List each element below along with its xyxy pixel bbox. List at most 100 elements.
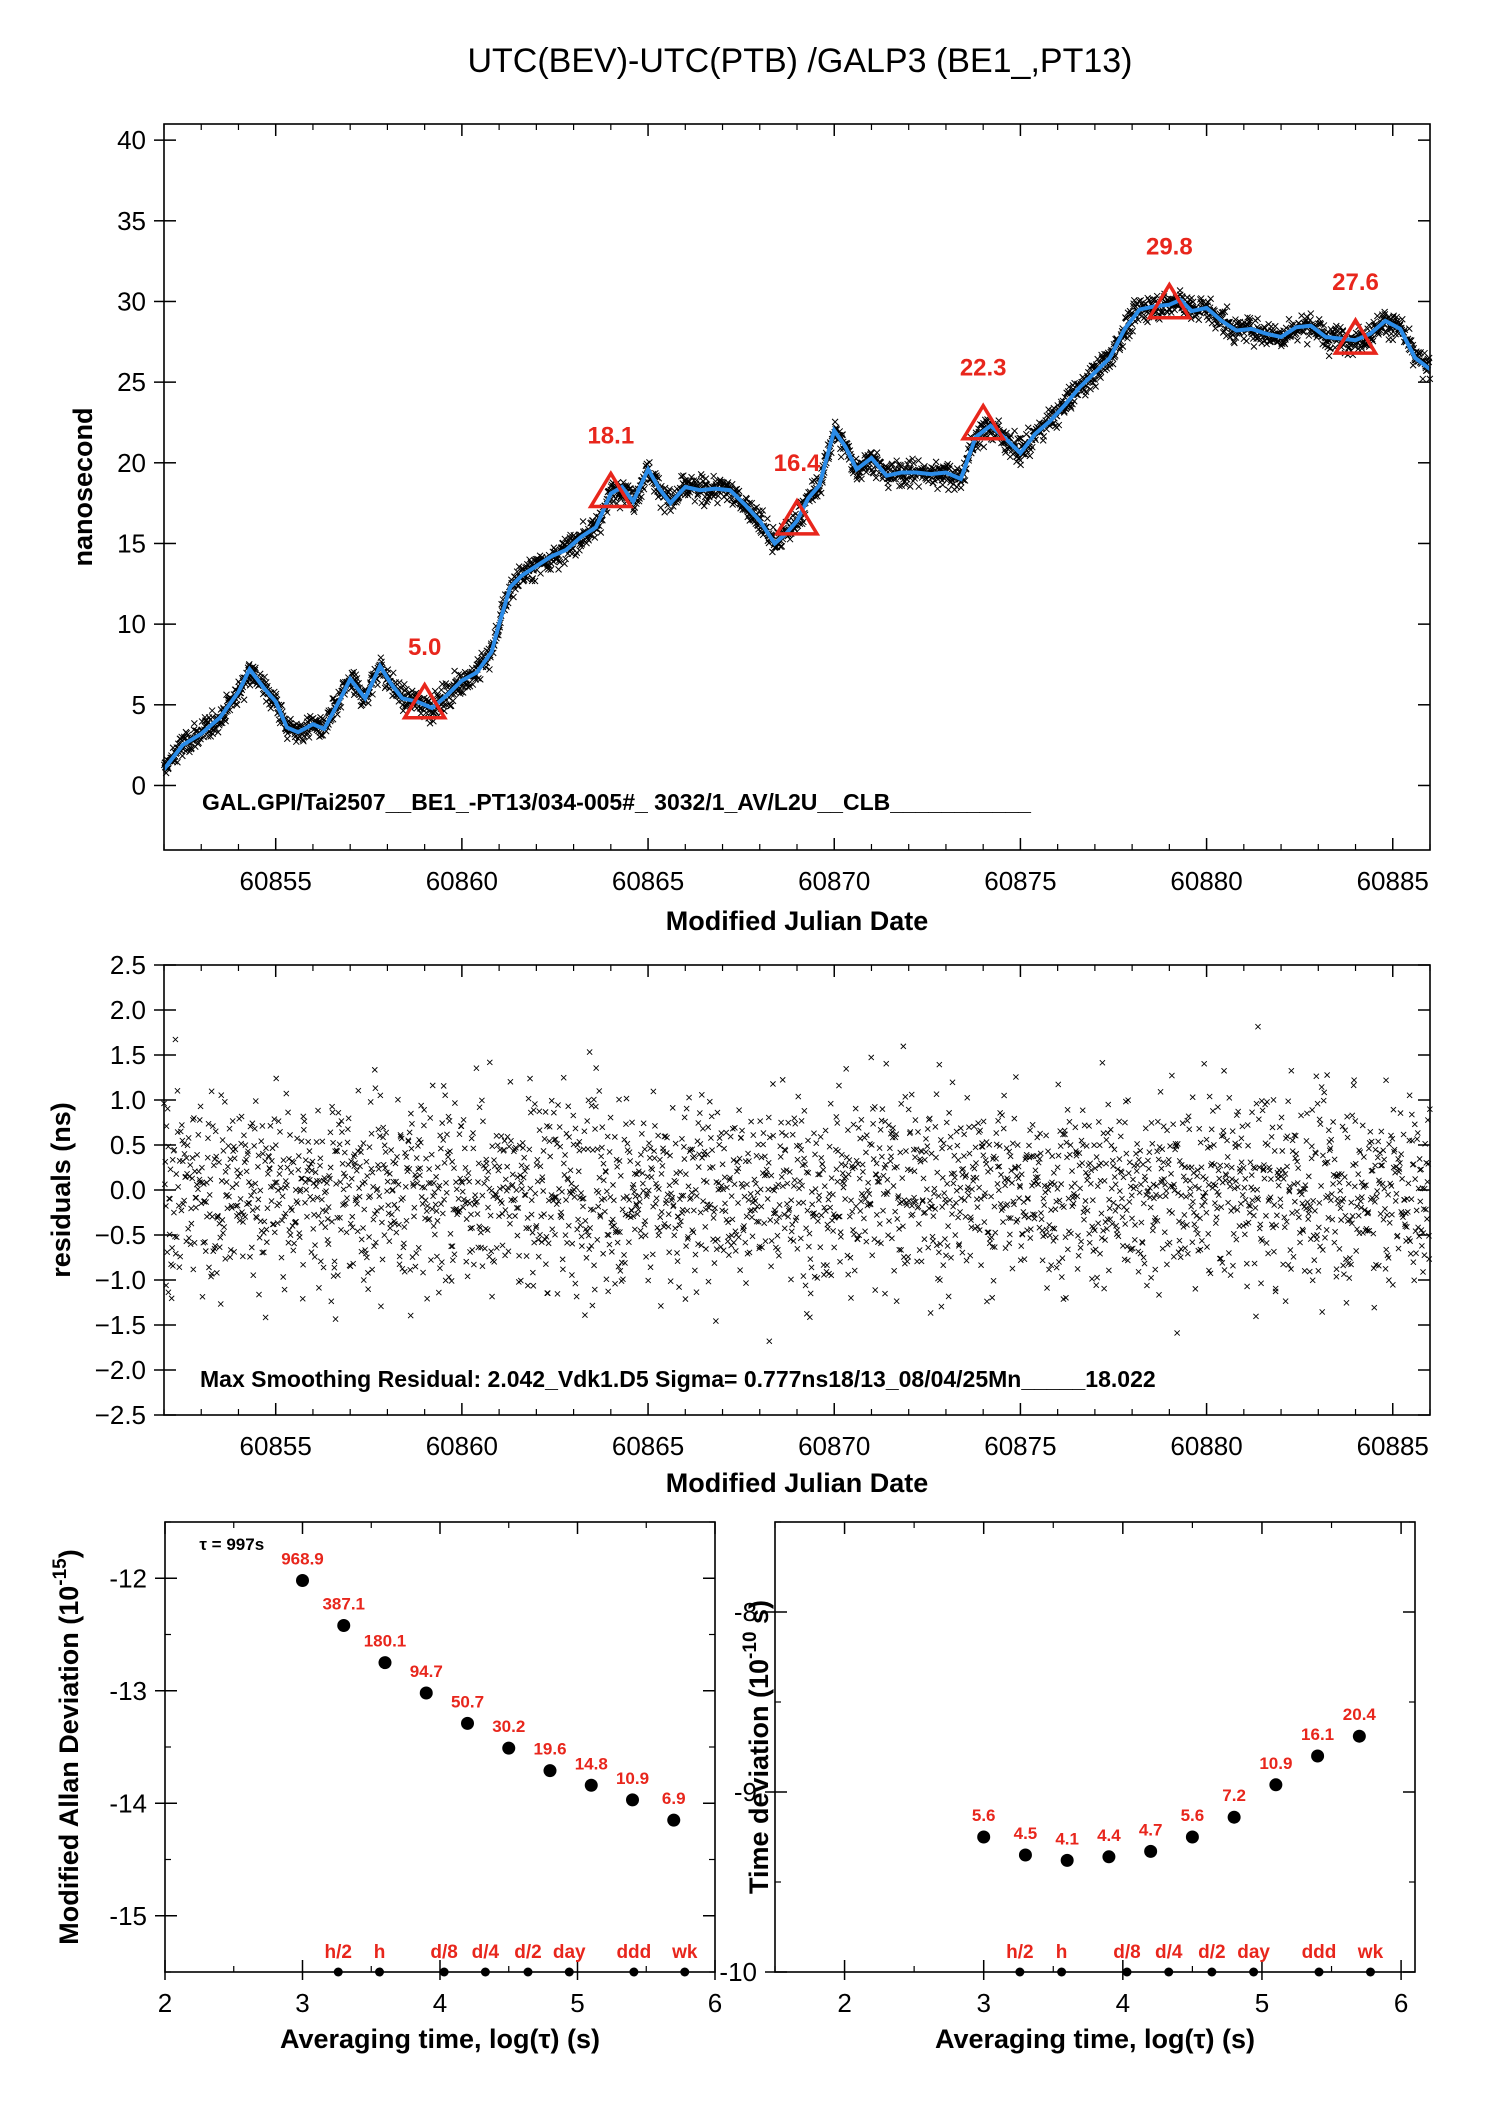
data-cross [1205, 1182, 1212, 1188]
data-cross [478, 1244, 484, 1251]
data-cross [314, 1194, 321, 1201]
data-cross [904, 1258, 911, 1265]
data-cross [863, 1132, 870, 1139]
data-cross [1036, 1156, 1043, 1162]
data-cross [1233, 1236, 1240, 1243]
data-cross [431, 1231, 438, 1238]
data-cross [710, 1215, 717, 1221]
data-cross [1028, 1153, 1035, 1160]
data-cross [635, 497, 643, 505]
data-cross [863, 1149, 869, 1156]
data-cross [507, 1078, 514, 1085]
data-cross [888, 1235, 895, 1242]
data-cross [1083, 1143, 1090, 1149]
data-cross [1118, 1169, 1125, 1176]
data-cross [494, 1195, 501, 1202]
data-cross [630, 1181, 637, 1188]
data-cross [1006, 1148, 1013, 1155]
data-cross [674, 1250, 680, 1256]
data-cross [980, 1118, 987, 1125]
data-cross [745, 1150, 751, 1157]
data-cross [551, 1136, 558, 1143]
data-cross [599, 1144, 605, 1151]
data-cross [918, 1258, 925, 1265]
data-cross [1103, 1225, 1110, 1232]
data-cross [882, 1290, 888, 1297]
data-cross [522, 1192, 529, 1199]
data-cross [812, 1186, 819, 1192]
data-cross [945, 486, 952, 494]
data-cross [893, 1131, 900, 1138]
data-cross [245, 1148, 251, 1155]
data-cross [865, 1179, 872, 1186]
data-cross [824, 1225, 831, 1232]
data-cross [356, 1193, 363, 1200]
data-cross [836, 1213, 843, 1220]
data-cross [765, 1114, 772, 1121]
data-cross [394, 1205, 401, 1212]
data-cross [181, 1151, 188, 1157]
data-cross [1089, 1197, 1096, 1204]
data-cross [1182, 1245, 1189, 1252]
data-cross [591, 1286, 598, 1293]
data-cross [1030, 1211, 1036, 1218]
data-cross [200, 1181, 207, 1187]
data-cross [884, 1176, 891, 1183]
data-cross [606, 1241, 613, 1248]
y-tick-label: 25 [117, 367, 146, 397]
data-cross [1060, 1131, 1066, 1138]
data-cross [360, 1277, 367, 1284]
data-cross [541, 1211, 547, 1218]
data-cross [1179, 1120, 1186, 1127]
data-cross [513, 1187, 520, 1193]
data-cross [412, 1263, 419, 1270]
data-cross [915, 1129, 921, 1135]
data-cross [1244, 314, 1251, 321]
data-cross [803, 1225, 810, 1232]
data-cross [1166, 1207, 1173, 1214]
data-cross [1200, 1193, 1207, 1200]
data-cross [692, 1251, 699, 1258]
data-cross [993, 1130, 1000, 1136]
data-cross [1007, 1153, 1014, 1160]
data-cross [871, 1103, 878, 1110]
data-cross [255, 1196, 262, 1203]
data-cross [579, 518, 587, 525]
data-cross [537, 1231, 543, 1238]
data-cross [766, 1134, 773, 1141]
data-cross [720, 1186, 727, 1193]
data-cross [186, 1235, 192, 1241]
data-cross [604, 1133, 611, 1140]
data-cross [424, 1203, 431, 1209]
data-cross [769, 523, 777, 531]
data-cross [855, 1124, 862, 1131]
data-cross [681, 1156, 688, 1162]
data-cross [397, 1132, 404, 1138]
data-cross [631, 1226, 638, 1233]
data-cross [705, 1278, 712, 1285]
data-cross [358, 1149, 364, 1156]
data-cross [396, 1253, 403, 1260]
data-cross [1078, 1137, 1085, 1144]
data-cross [204, 1154, 211, 1161]
data-cross [805, 1137, 811, 1144]
data-cross [1191, 1221, 1198, 1228]
data-cross [1110, 1163, 1117, 1170]
data-cross [1115, 1203, 1122, 1210]
data-cross [1256, 1164, 1263, 1171]
data-cross [715, 1186, 722, 1193]
data-cross [1134, 1141, 1141, 1147]
data-cross [718, 1130, 725, 1137]
data-cross [1098, 1160, 1104, 1167]
data-cross [255, 1163, 261, 1170]
data-cross [461, 1196, 467, 1203]
data-cross [1250, 1212, 1257, 1219]
data-cross [655, 1232, 662, 1239]
data-cross [550, 558, 557, 566]
data-cross [1138, 1219, 1145, 1226]
data-cross [582, 1217, 589, 1224]
data-cross [687, 1146, 694, 1153]
data-cross [245, 660, 253, 668]
data-cross [831, 418, 839, 426]
data-cross [294, 1135, 301, 1142]
